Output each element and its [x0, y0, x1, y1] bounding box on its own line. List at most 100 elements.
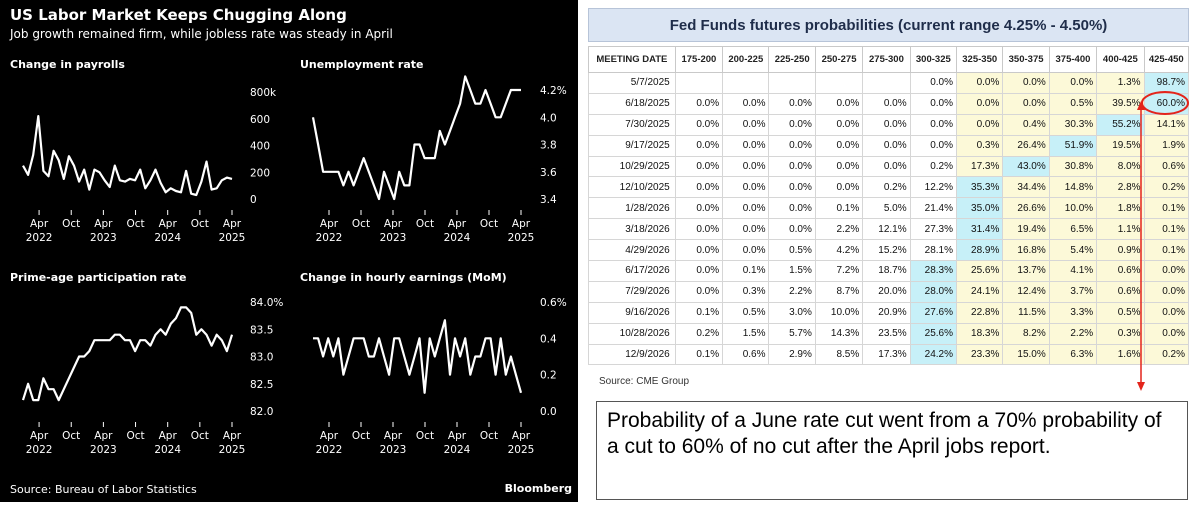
chart-title-payrolls: Change in payrolls — [10, 58, 125, 71]
probability-cell: 0.0% — [674, 176, 724, 199]
probability-cell: 0.0% — [814, 113, 864, 136]
probability-cell: 0.1% — [674, 301, 724, 324]
x-tick-year-label: 2023 — [90, 232, 117, 244]
probability-cell: 27.3% — [909, 218, 958, 241]
probability-cell: 0.1% — [1143, 218, 1190, 241]
y-tick-label: 3.6 — [540, 167, 557, 179]
x-tick-year-label: 2022 — [316, 444, 343, 456]
probability-cell: 0.0% — [1002, 72, 1050, 94]
probability-cell: 24.1% — [956, 280, 1004, 303]
x-tick-year-label: 2025 — [219, 232, 246, 244]
probability-cell: 28.1% — [909, 239, 958, 262]
probability-cell: 55.2% — [1096, 113, 1145, 136]
table-row: 9/16/2026 0.1% 0.5% 3.0% 10.0% 20.9% 27.6% 22.8… — [588, 301, 1190, 324]
y-tick-label: 4.2% — [540, 85, 567, 97]
y-tick-label: 83.0 — [250, 352, 273, 364]
probability-cell: 0.0% — [1048, 72, 1098, 94]
probability-cell: 0.0% — [1143, 301, 1190, 324]
probability-cell: 0.0% — [674, 280, 724, 303]
probability-table: MEETING DATE 175-200 200-225 225-250 250-275… — [588, 46, 1190, 366]
probability-cell: 6.3% — [1048, 343, 1098, 366]
probability-cell: 0.3% — [1096, 322, 1145, 345]
probability-cell: 0.1% — [1143, 197, 1190, 220]
x-tick-year-label: 2023 — [380, 444, 407, 456]
x-tick-label: Oct — [480, 430, 498, 442]
probability-cell: 0.1% — [1143, 239, 1190, 262]
x-tick-label: Apr — [512, 218, 531, 230]
probability-cell: 13.7% — [1002, 260, 1050, 282]
x-tick-year-label: 2022 — [26, 232, 53, 244]
x-tick-label: Oct — [191, 430, 209, 442]
meeting-date-cell: 12/10/2025 — [588, 176, 676, 199]
x-tick-label: Apr — [94, 218, 113, 230]
probability-cell: 0.1% — [674, 343, 724, 366]
probability-cell: 0.0% — [674, 260, 724, 282]
y-tick-label: 84.0% — [250, 297, 283, 309]
table-row: 9/17/2025 0.0% 0.0% 0.0% 0.0% 0.0% 0.0% 0.3% 26.… — [588, 134, 1190, 157]
probability-cell: 28.0% — [909, 280, 958, 303]
probability-cell: 60.0% — [1143, 92, 1190, 115]
probability-cell: 0.0% — [674, 197, 724, 220]
probability-cell: 98.7% — [1143, 72, 1190, 94]
probability-cell: 28.9% — [956, 239, 1004, 262]
meeting-date-cell: 9/16/2026 — [588, 301, 676, 324]
page-title: US Labor Market Keeps Chugging Along — [10, 6, 347, 24]
column-header: 425-450 — [1143, 46, 1190, 73]
x-tick-year-label: 2022 — [26, 444, 53, 456]
probability-cell: 0.0% — [674, 134, 724, 157]
probability-cell: 0.0% — [862, 92, 911, 115]
probability-cell: 2.2% — [1048, 322, 1098, 345]
probability-cell: 0.0% — [674, 218, 724, 241]
probability-cell: 0.5% — [768, 239, 816, 262]
x-tick-label: Oct — [126, 430, 144, 442]
probability-cell: 0.0% — [768, 176, 816, 199]
probability-cell: 4.1% — [1048, 260, 1098, 282]
x-tick-label: Apr — [30, 430, 49, 442]
probability-cell: 10.0% — [814, 301, 864, 324]
probability-cell: 0.0% — [909, 92, 958, 115]
probability-cell: 0.6% — [1096, 280, 1145, 303]
probability-cell: 7.2% — [814, 260, 864, 282]
probability-cell: 0.2% — [1143, 343, 1190, 366]
probability-cell: 1.6% — [1096, 343, 1145, 366]
probability-cell: 0.2% — [1143, 176, 1190, 199]
y-tick-label: 3.8 — [540, 140, 557, 152]
probability-cell: 35.3% — [956, 176, 1004, 199]
probability-cell: 0.5% — [1048, 92, 1098, 115]
table-row: 10/29/2025 0.0% 0.0% 0.0% 0.0% 0.0% 0.2% 17.3% 4… — [588, 155, 1190, 178]
probability-cell: 3.0% — [768, 301, 816, 324]
probability-cell: 0.2% — [909, 155, 958, 178]
table-row: 6/17/2026 0.0% 0.1% 1.5% 7.2% 18.7% 28.3% 25.6%… — [588, 260, 1190, 282]
probability-cell: 18.3% — [956, 322, 1004, 345]
probability-cell: 17.3% — [862, 343, 911, 366]
probability-cell: 0.0% — [722, 92, 770, 115]
probability-cell: 0.0% — [1002, 92, 1050, 115]
column-header: 325-350 — [956, 46, 1004, 73]
probability-cell: 1.5% — [768, 260, 816, 282]
probability-cell: 22.8% — [956, 301, 1004, 324]
x-tick-label: Oct — [126, 218, 144, 230]
meeting-date-cell: 7/30/2025 — [588, 113, 676, 136]
probability-cell: 0.0% — [814, 176, 864, 199]
table-header-row: MEETING DATE 175-200 200-225 225-250 250-275… — [588, 46, 1190, 73]
probability-cell: 3.7% — [1048, 280, 1098, 303]
probability-cell: 0.2% — [674, 322, 724, 345]
meeting-date-cell: 3/18/2026 — [588, 218, 676, 241]
probability-cell: 0.2% — [862, 176, 911, 199]
table-row: 5/7/2025 0.0% 0.0% 0.0% 0.0% 1.3% 98.7% — [588, 72, 1190, 94]
probability-cell: 0.0% — [722, 197, 770, 220]
table-row: 4/29/2026 0.0% 0.0% 0.5% 4.2% 15.2% 28.1% 28.9%… — [588, 239, 1190, 262]
x-tick-label: Apr — [448, 430, 467, 442]
x-tick-year-label: 2025 — [219, 444, 246, 456]
probability-cell: 30.3% — [1048, 113, 1098, 136]
probability-cell: 3.3% — [1048, 301, 1098, 324]
x-tick-label: Apr — [159, 218, 178, 230]
x-tick-label: Oct — [352, 218, 370, 230]
probability-cell: 14.3% — [814, 322, 864, 345]
probability-cell: 19.5% — [1096, 134, 1145, 157]
probability-cell: 11.5% — [1002, 301, 1050, 324]
probability-cell — [674, 72, 724, 94]
probability-cell: 5.7% — [768, 322, 816, 345]
x-tick-label: Apr — [320, 430, 339, 442]
probability-cell: 18.7% — [862, 260, 911, 282]
